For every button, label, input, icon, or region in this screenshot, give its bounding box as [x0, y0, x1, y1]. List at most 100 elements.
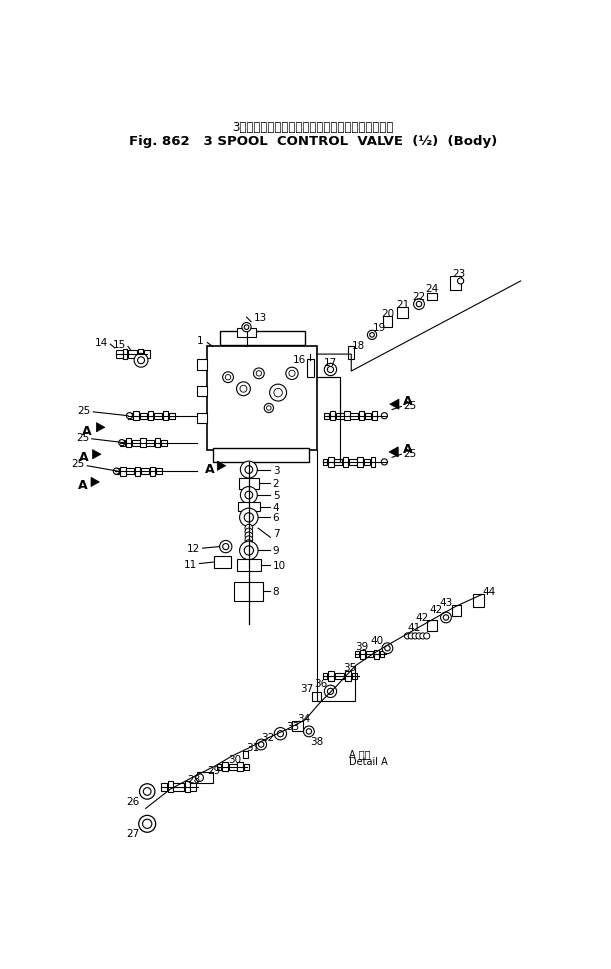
Bar	[360, 650, 365, 659]
Text: 27: 27	[126, 828, 139, 838]
Text: 40: 40	[370, 635, 384, 645]
Text: A: A	[79, 451, 89, 463]
Text: 30: 30	[228, 754, 241, 765]
Bar	[383, 317, 392, 328]
Circle shape	[289, 371, 295, 377]
Bar	[222, 763, 228, 771]
Bar	[366, 651, 373, 658]
Text: 8: 8	[273, 586, 279, 597]
Bar	[372, 412, 376, 421]
Bar	[190, 783, 197, 791]
Bar	[214, 556, 231, 569]
Circle shape	[414, 299, 425, 310]
Bar	[168, 782, 173, 793]
Bar	[355, 651, 359, 658]
Circle shape	[443, 615, 448, 620]
Bar	[397, 308, 408, 319]
Text: 2: 2	[273, 479, 279, 489]
Bar	[132, 440, 139, 447]
Bar	[307, 359, 314, 378]
Bar	[236, 559, 261, 572]
Circle shape	[274, 389, 282, 397]
Text: 9: 9	[273, 546, 279, 556]
Bar	[238, 502, 260, 512]
Bar	[221, 331, 305, 346]
Text: A: A	[403, 394, 412, 407]
Circle shape	[222, 544, 229, 550]
Bar	[139, 413, 147, 420]
Bar	[148, 412, 153, 421]
Bar	[138, 350, 142, 360]
Bar	[120, 467, 126, 477]
Circle shape	[240, 542, 258, 560]
Circle shape	[404, 633, 411, 640]
Bar	[115, 469, 120, 475]
Text: 1: 1	[197, 336, 203, 346]
Circle shape	[244, 514, 254, 522]
Text: A 拡大: A 拡大	[349, 748, 370, 758]
Circle shape	[286, 368, 298, 380]
Text: 13: 13	[254, 313, 267, 323]
Circle shape	[416, 633, 422, 640]
Text: 22: 22	[412, 292, 426, 301]
Circle shape	[240, 386, 247, 392]
Circle shape	[304, 726, 314, 737]
Bar	[155, 439, 160, 448]
Text: 44: 44	[482, 586, 496, 597]
Bar	[244, 764, 249, 770]
Bar	[348, 346, 354, 360]
Bar	[335, 673, 345, 679]
Circle shape	[423, 633, 430, 640]
Circle shape	[274, 728, 287, 740]
Circle shape	[254, 368, 264, 379]
Circle shape	[327, 367, 334, 373]
Bar	[380, 651, 384, 658]
Bar	[364, 459, 370, 465]
Circle shape	[196, 774, 203, 782]
Bar	[141, 469, 148, 475]
Text: 31: 31	[246, 742, 259, 752]
Circle shape	[266, 406, 271, 411]
Bar	[174, 783, 184, 791]
Circle shape	[324, 685, 337, 698]
Circle shape	[240, 487, 257, 504]
Circle shape	[142, 820, 152, 828]
Circle shape	[225, 375, 231, 381]
Circle shape	[244, 326, 249, 330]
Bar	[147, 440, 154, 447]
Circle shape	[245, 532, 253, 540]
Text: 17: 17	[324, 358, 337, 367]
Text: 25: 25	[76, 433, 89, 443]
Circle shape	[137, 358, 145, 364]
Polygon shape	[92, 450, 101, 459]
Circle shape	[370, 333, 375, 338]
Text: 33: 33	[286, 721, 299, 732]
Bar	[312, 693, 321, 702]
Bar	[126, 469, 134, 475]
Circle shape	[277, 731, 284, 737]
Text: 10: 10	[273, 560, 286, 571]
Circle shape	[245, 525, 253, 532]
Text: 41: 41	[408, 623, 421, 633]
Circle shape	[258, 742, 264, 747]
Circle shape	[412, 633, 419, 640]
Bar	[135, 467, 141, 477]
Text: Fig. 862   3 SPOOL  CONTROL  VALVE  (½)  (Body): Fig. 862 3 SPOOL CONTROL VALVE (½) (Body…	[129, 135, 497, 147]
Polygon shape	[97, 423, 105, 432]
Text: 23: 23	[452, 269, 466, 279]
Text: 28: 28	[187, 774, 200, 784]
Bar	[161, 440, 167, 447]
Circle shape	[139, 816, 156, 832]
Bar	[234, 582, 263, 601]
Text: 3スプール　コントロール　バルブ　　　　ボデー: 3スプール コントロール バルブ ボデー	[232, 120, 393, 134]
Circle shape	[134, 354, 148, 368]
Text: 37: 37	[300, 683, 313, 693]
Text: 21: 21	[396, 299, 409, 310]
Text: 4: 4	[273, 502, 279, 512]
Bar	[330, 412, 335, 421]
Circle shape	[458, 278, 464, 285]
Circle shape	[245, 466, 253, 474]
Bar	[213, 449, 309, 462]
Bar	[117, 351, 123, 359]
Circle shape	[245, 491, 253, 499]
